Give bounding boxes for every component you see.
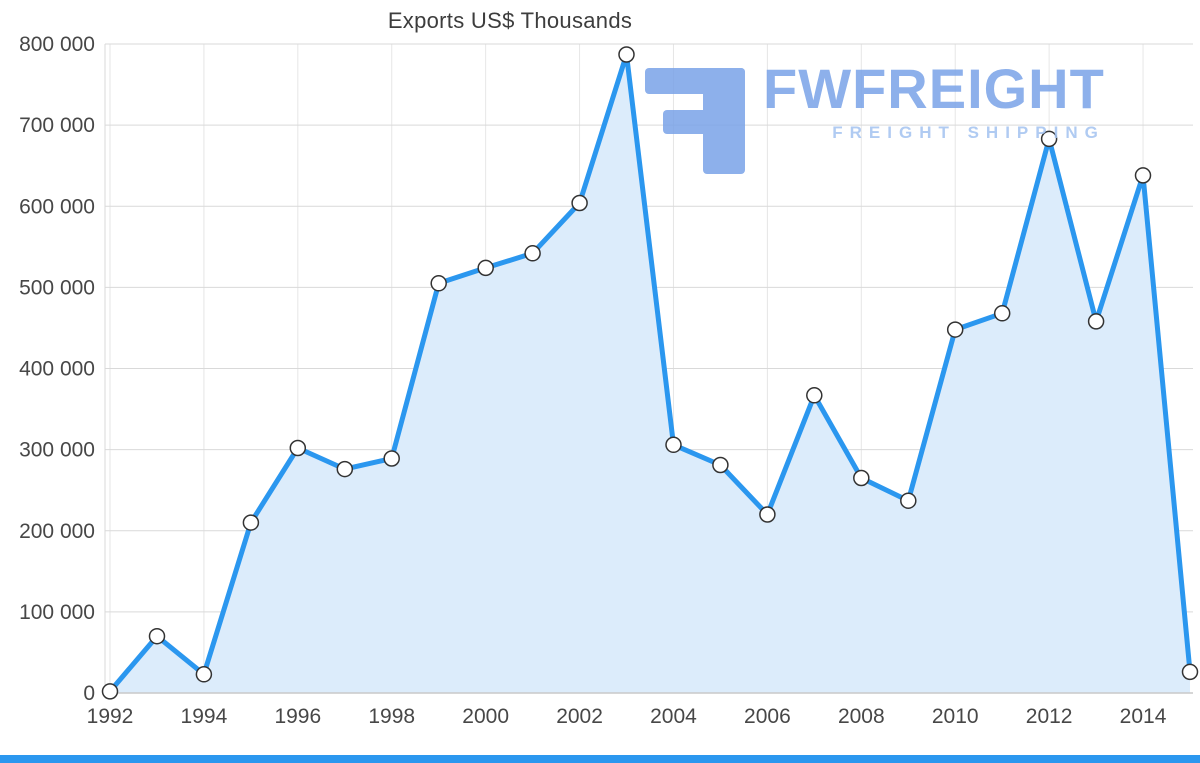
y-axis-tick-label: 300 000 xyxy=(19,439,95,462)
x-axis-tick-label: 2006 xyxy=(744,705,791,728)
y-axis-tick-label: 400 000 xyxy=(19,358,95,381)
data-point-marker[interactable] xyxy=(1181,663,1199,681)
data-point-marker[interactable] xyxy=(946,321,964,338)
x-axis-tick-label: 1992 xyxy=(87,705,134,728)
chart-title: Exports US$ Thousands xyxy=(387,8,633,33)
data-point-marker[interactable] xyxy=(101,683,119,700)
x-axis-tick-label: 2000 xyxy=(462,705,509,728)
data-point-marker[interactable] xyxy=(195,666,213,683)
y-axis-tick-label: 800 000 xyxy=(19,33,95,56)
data-point-marker[interactable] xyxy=(242,514,260,531)
data-point-marker[interactable] xyxy=(1040,130,1058,148)
x-axis-tick-label: 2002 xyxy=(556,705,603,728)
data-point-marker[interactable] xyxy=(148,627,166,645)
data-point-marker[interactable] xyxy=(853,469,870,487)
data-point-marker[interactable] xyxy=(289,439,307,457)
data-point-marker[interactable] xyxy=(759,506,776,523)
y-axis-tick-label: 200 000 xyxy=(19,520,95,543)
x-axis-tick-label: 1996 xyxy=(274,705,321,728)
data-point-marker[interactable] xyxy=(524,245,541,262)
x-axis-tick-label: 2008 xyxy=(838,705,885,728)
x-axis-tick-label: 2010 xyxy=(932,705,979,728)
data-point-marker[interactable] xyxy=(900,492,917,509)
data-point-marker[interactable] xyxy=(1134,167,1152,184)
data-point-marker[interactable] xyxy=(477,259,494,277)
bottom-accent-bar xyxy=(0,755,1200,763)
data-point-marker[interactable] xyxy=(571,194,588,212)
x-axis-tick-label: 2004 xyxy=(650,705,697,728)
data-point-marker[interactable] xyxy=(665,436,682,454)
data-point-marker[interactable] xyxy=(806,387,823,404)
y-axis-tick-label: 0 xyxy=(83,682,95,705)
y-axis-tick-label: 700 000 xyxy=(19,114,95,137)
y-axis-tick-label: 100 000 xyxy=(19,601,95,624)
x-axis-tick-label: 2014 xyxy=(1120,705,1167,728)
data-point-marker[interactable] xyxy=(336,460,354,478)
data-point-marker[interactable] xyxy=(712,456,729,474)
x-axis-tick-label: 2012 xyxy=(1026,705,1073,728)
data-point-marker[interactable] xyxy=(1087,313,1105,330)
data-point-marker[interactable] xyxy=(383,450,400,467)
x-axis-tick-label: 1998 xyxy=(368,705,415,728)
data-point-marker[interactable] xyxy=(993,305,1011,322)
y-axis-tick-label: 600 000 xyxy=(19,195,95,218)
data-point-marker[interactable] xyxy=(430,275,447,292)
x-axis-tick-label: 1994 xyxy=(181,705,228,728)
y-axis-tick-label: 500 000 xyxy=(19,276,95,299)
exports-line xyxy=(107,52,1193,694)
data-point-marker[interactable] xyxy=(618,46,635,63)
area-fill xyxy=(110,54,1190,693)
